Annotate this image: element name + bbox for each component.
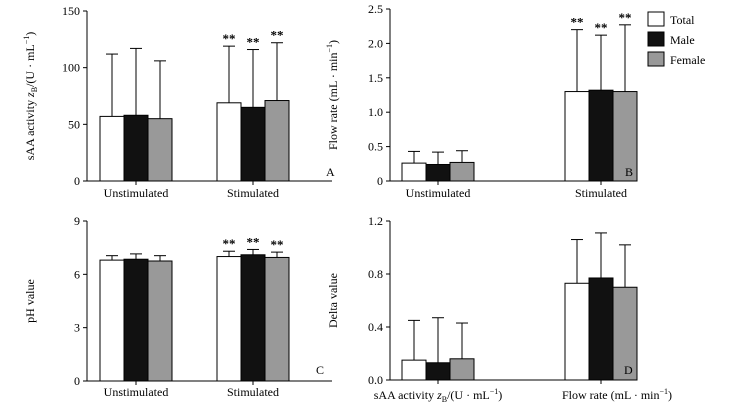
- significance-mark: **: [223, 31, 236, 46]
- bar-total: [216, 256, 242, 382]
- bar-female: [612, 286, 638, 381]
- label-part: ): [668, 388, 672, 402]
- y-axis-label: Flow rate (mL · min−1): [325, 40, 340, 150]
- panel-letter: C: [316, 363, 324, 377]
- label-part: /(U · mL: [447, 388, 490, 402]
- significance-mark: **: [247, 35, 260, 50]
- panel-letter: B: [625, 165, 633, 179]
- category-label: Unstimulated: [104, 186, 169, 200]
- label-part: ): [326, 40, 340, 44]
- bar-total: [564, 282, 590, 381]
- y-tick-label: 100: [62, 61, 80, 75]
- bar-female: [147, 118, 173, 182]
- bar-total: [99, 259, 125, 382]
- significance-mark: **: [247, 234, 260, 249]
- bar-male: [123, 258, 149, 382]
- label-part: Flow rate (mL · min: [326, 52, 340, 150]
- label-part: z: [23, 92, 37, 98]
- y-axis-label: Delta value: [326, 273, 340, 328]
- bar-male: [123, 114, 149, 182]
- category-label: Flow rate (mL · min−1): [562, 387, 672, 402]
- legend: Total Male Female: [647, 11, 705, 67]
- label-part: B: [442, 395, 447, 404]
- category-label: Unstimulated: [406, 186, 471, 200]
- bar-female: [449, 358, 475, 381]
- label-part: pH value: [23, 279, 37, 323]
- significance-mark: **: [223, 236, 236, 251]
- significance-mark: **: [595, 20, 608, 35]
- y-tick-label: 2.5: [368, 2, 383, 16]
- panel-c: 0 3 6 9 ** ** ** Unstimulated Stimulated CpH valu…: [23, 214, 332, 399]
- y-tick-label: 1.5: [368, 71, 383, 85]
- bar-female: [264, 256, 290, 382]
- significance-mark: **: [271, 28, 284, 43]
- y-tick-label: 1.0: [368, 105, 383, 119]
- label-part: ): [23, 32, 37, 36]
- y-tick-label: 0: [377, 174, 383, 188]
- bar-female: [264, 100, 290, 182]
- label-part: /(U · mL: [23, 44, 37, 87]
- bar-male: [240, 106, 266, 182]
- legend-swatch-total: [647, 11, 665, 27]
- bar-male: [588, 89, 614, 182]
- label-part: −1: [660, 387, 669, 396]
- bar-female: [449, 161, 475, 182]
- significance-mark: **: [271, 237, 284, 252]
- legend-label: Total: [670, 13, 695, 27]
- legend-label: Female: [670, 53, 705, 67]
- panel-letter: A: [326, 165, 335, 179]
- bar-male: [588, 277, 614, 381]
- label-part: sAA activity: [374, 388, 437, 402]
- category-label: Stimulated: [575, 186, 627, 200]
- y-axis-label: pH value: [23, 279, 37, 323]
- label-part: ): [498, 388, 502, 402]
- label-part: −1: [325, 44, 334, 53]
- significance-mark: **: [571, 15, 584, 30]
- bar-male: [240, 254, 266, 382]
- label-part: z: [436, 388, 442, 402]
- label-part: −1: [490, 387, 499, 396]
- bar-total: [564, 91, 590, 182]
- y-tick-label: 6: [74, 267, 80, 281]
- y-tick-label: 0.4: [368, 320, 383, 334]
- legend-swatch-female: [647, 51, 665, 67]
- y-tick-label: 0.0: [368, 373, 383, 387]
- panel-letter: D: [624, 363, 633, 377]
- category-label: Stimulated: [227, 186, 279, 200]
- y-tick-label: 0: [74, 174, 80, 188]
- y-tick-label: 50: [68, 117, 80, 131]
- y-tick-label: 9: [74, 214, 80, 228]
- category-label: Stimulated: [227, 385, 279, 399]
- bar-total: [216, 102, 242, 182]
- panel-a: 0 50 100 150 ** ** ** Unstimulated Stimulated AsA…: [22, 4, 335, 200]
- legend-swatch-male: [647, 31, 665, 47]
- bar-male: [425, 362, 451, 381]
- y-axis-label: sAA activity zB/(U · mL−1): [22, 32, 39, 161]
- y-tick-label: 3: [74, 321, 80, 335]
- label-part: B: [30, 87, 39, 92]
- bar-female: [612, 91, 638, 182]
- bar-total: [99, 115, 125, 182]
- category-label: Unstimulated: [104, 385, 169, 399]
- bar-male: [425, 163, 451, 182]
- legend-label: Male: [670, 33, 695, 47]
- label-part: Flow rate (mL · min: [562, 388, 660, 402]
- category-label: sAA activity zB/(U · mL−1): [374, 387, 503, 404]
- y-tick-label: 150: [62, 4, 80, 18]
- label-part: −1: [22, 36, 31, 45]
- significance-mark: **: [619, 10, 632, 25]
- y-tick-label: 1.2: [368, 214, 383, 228]
- label-part: sAA activity: [23, 97, 37, 160]
- y-tick-label: 2.0: [368, 36, 383, 50]
- bar-total: [401, 162, 427, 182]
- y-tick-label: 0.5: [368, 140, 383, 154]
- y-tick-label: 0: [74, 374, 80, 388]
- y-tick-label: 0.8: [368, 267, 383, 281]
- label-part: Delta value: [326, 273, 340, 328]
- bar-total: [401, 359, 427, 381]
- panel-b: 0 0.5 1.0 1.5 2.0 2.5 ** ** ** Unstimulated Stimul…: [325, 2, 638, 200]
- bar-female: [147, 260, 173, 382]
